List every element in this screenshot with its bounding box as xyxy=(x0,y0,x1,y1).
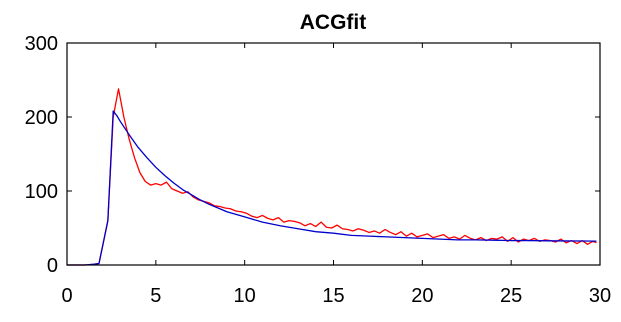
x-tick-label: 25 xyxy=(500,285,522,307)
x-tick-label: 20 xyxy=(411,285,433,307)
x-tick-label: 10 xyxy=(234,285,256,307)
y-tick-label: 200 xyxy=(25,107,58,129)
x-tick-label: 0 xyxy=(61,285,72,307)
plot-area-frame xyxy=(66,42,601,266)
x-tick-label: 15 xyxy=(322,285,344,307)
x-tick-label: 5 xyxy=(150,285,161,307)
chart-title: ACGfit xyxy=(300,11,367,34)
series-line-2 xyxy=(67,110,597,266)
y-tick-label: 0 xyxy=(47,255,58,277)
y-tick-label: 300 xyxy=(25,33,58,55)
y-tick-label: 100 xyxy=(25,181,58,203)
x-tick-label: 30 xyxy=(589,285,611,307)
ticks-layer xyxy=(66,42,601,266)
series-line-1 xyxy=(67,88,597,266)
series-layer xyxy=(67,88,597,266)
